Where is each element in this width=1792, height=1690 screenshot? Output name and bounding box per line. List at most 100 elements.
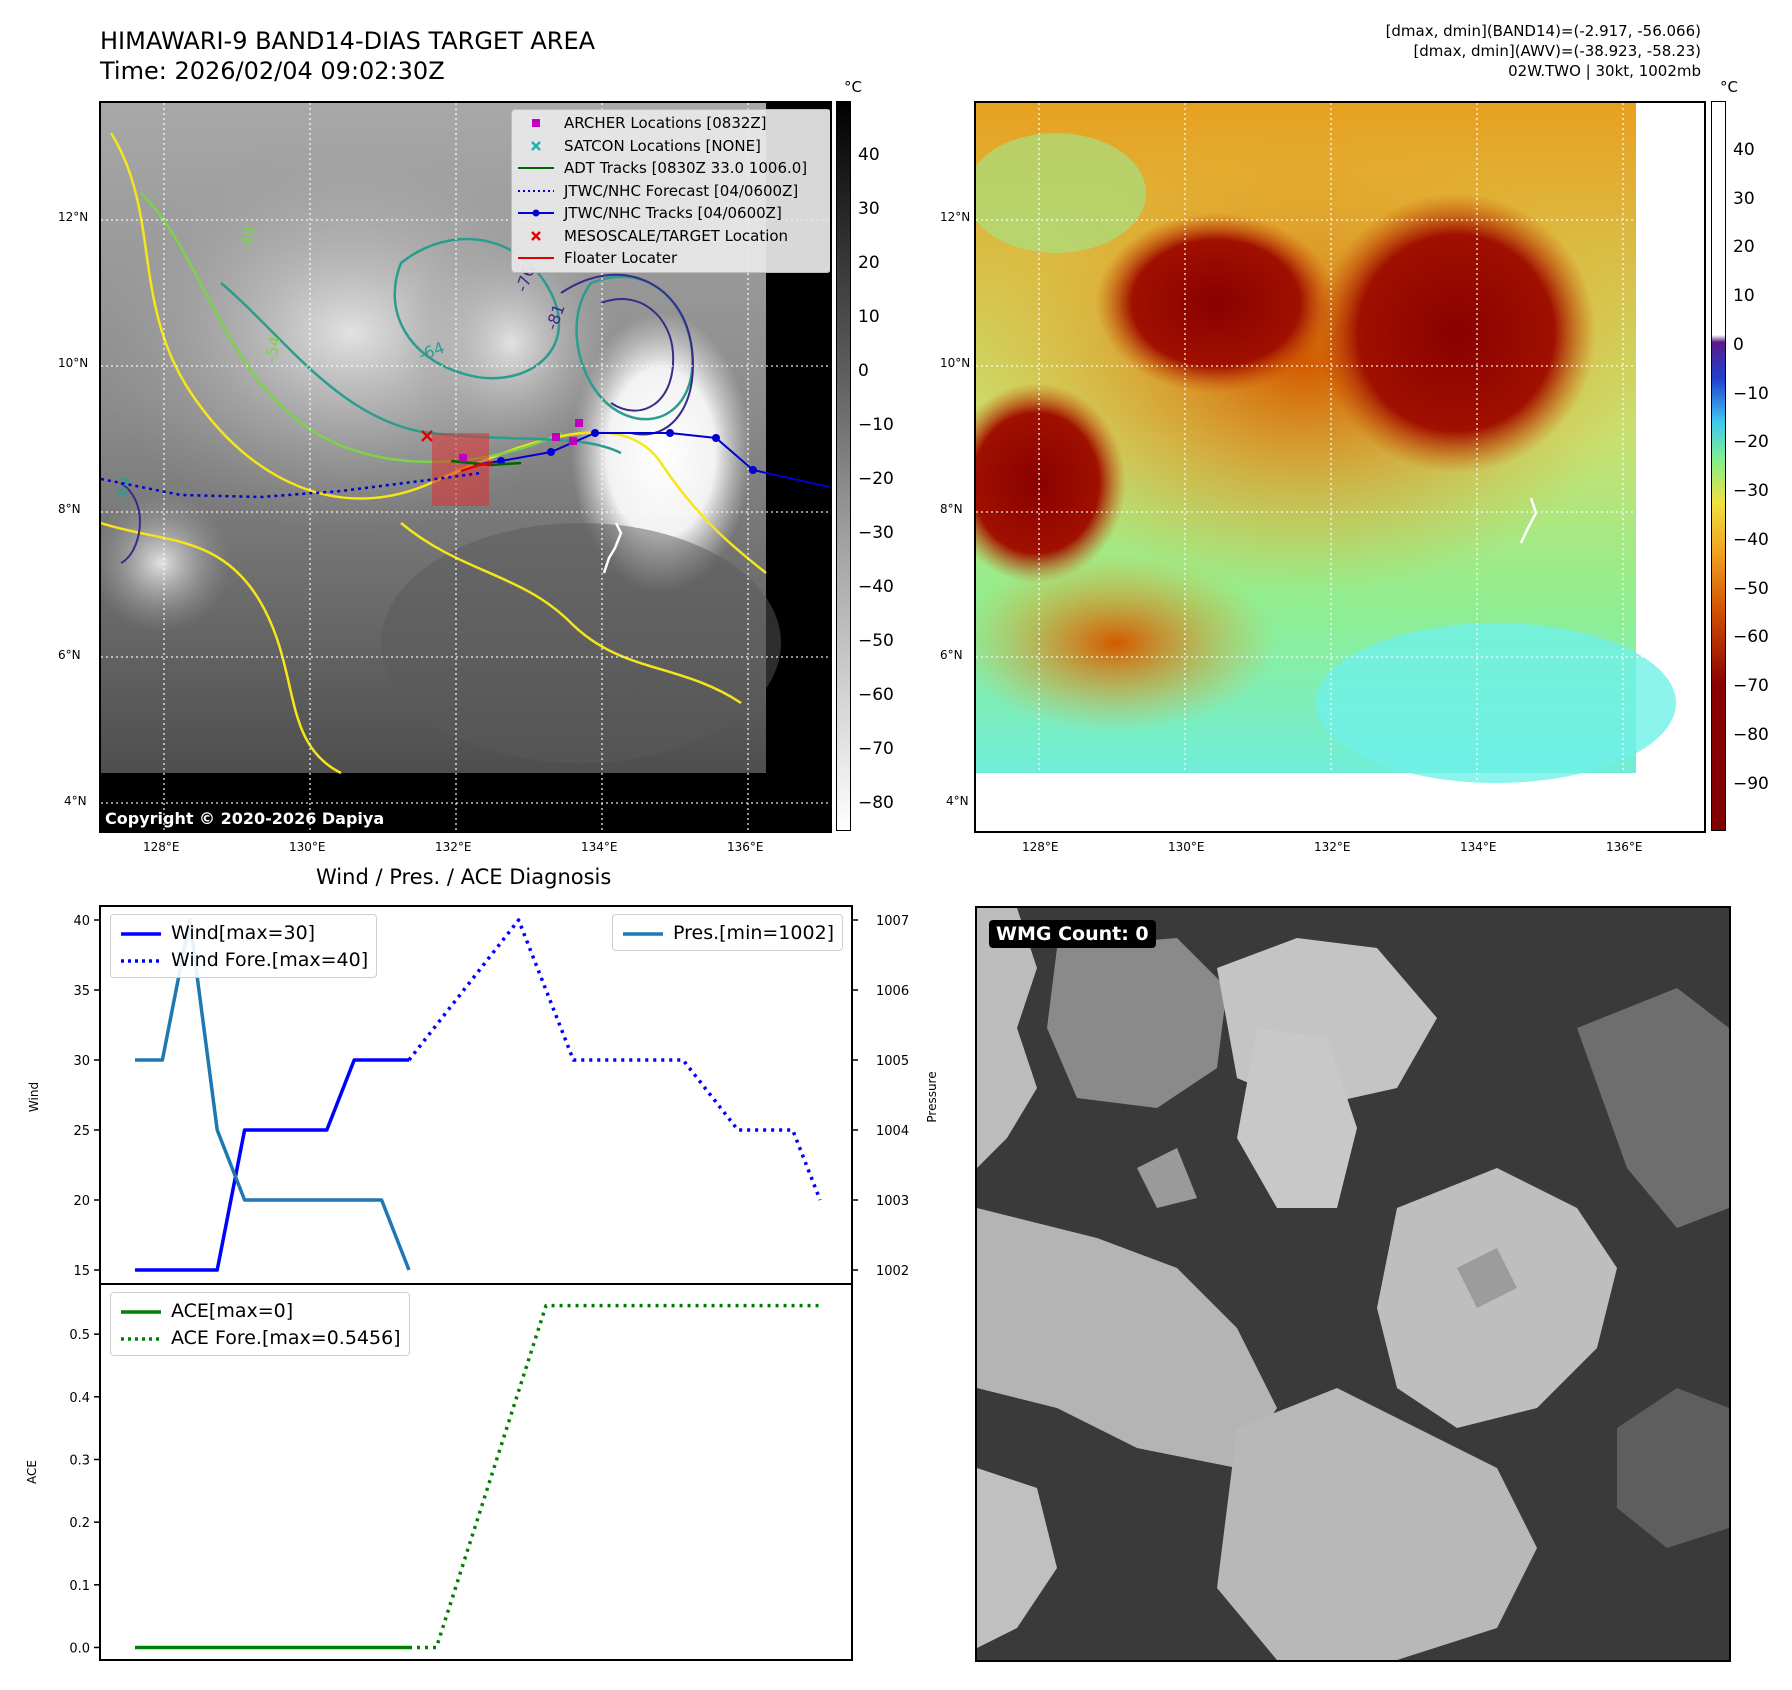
colorbar-tick: −80: [858, 793, 894, 813]
contour-label: -54: [261, 335, 284, 364]
wmg-panel: WMG Count: 0: [975, 906, 1731, 1662]
legend-label: SATCON Locations [NONE]: [564, 136, 761, 155]
ace-ylabel: ACE: [25, 1460, 39, 1484]
diag-title: Wind / Pres. / ACE Diagnosis: [316, 865, 612, 889]
wmg-image: [977, 908, 1729, 1660]
ace-legend: ACE[max=0] ACE Fore.[max=0.5456]: [110, 1292, 410, 1356]
ace-tick-label: 0.2: [69, 1516, 90, 1531]
floater-locater-line: [460, 461, 494, 473]
ace-tick-label: 0.0: [69, 1641, 90, 1656]
info-line-1: [dmax, dmin](BAND14)=(-2.917, -56.066): [1385, 22, 1701, 40]
ace-tick-label: 0.1: [69, 1579, 90, 1594]
colorbar-tick: 20: [858, 253, 880, 273]
legend-item-pres: Pres.[min=1002]: [621, 919, 834, 946]
wmg-count-badge: WMG Count: 0: [989, 920, 1156, 948]
pres-tick-label: 1005: [876, 1054, 909, 1069]
colorbar-tick: −70: [1733, 676, 1769, 696]
series-line-wind: [135, 1058, 409, 1272]
legend-item-mesoscale: MESOSCALE/TARGET Location: [516, 225, 826, 248]
colorbar-tick: −80: [1733, 725, 1769, 745]
series-line-ace-fore: [409, 1303, 821, 1650]
mesoscale-target-location: [421, 430, 433, 442]
contour-label: -49: [236, 225, 259, 254]
floater-locater-box: [432, 433, 489, 506]
wind-tick-label: 35: [73, 984, 90, 999]
wind-tick-label: 40: [73, 914, 90, 929]
wind-ylabel: Wind: [27, 1082, 41, 1112]
colorbar-tick: 0: [1733, 335, 1744, 355]
pres-ylabel: Pressure: [925, 1071, 939, 1122]
colorbar-tick: −70: [858, 739, 894, 759]
legend-item-ace-fore: ACE Fore.[max=0.5456]: [119, 1324, 401, 1351]
pres-tick-label: 1004: [876, 1124, 909, 1139]
colorbar-tick: −20: [858, 469, 894, 489]
pres-tick-label: 1007: [876, 914, 909, 929]
right-colorbar-unit: °C: [1720, 78, 1738, 96]
legend-label: MESOSCALE/TARGET Location: [564, 226, 789, 245]
legend-label: Wind[max=30]: [171, 921, 316, 944]
colorbar-tick: 40: [858, 145, 880, 165]
legend-label: ACE Fore.[max=0.5456]: [171, 1326, 401, 1349]
legend-item-jtwc-tracks: JTWC/NHC Tracks [04/0600Z]: [516, 202, 826, 225]
colorbar-tick: −60: [858, 685, 894, 705]
legend-label: Wind Fore.[max=40]: [171, 948, 369, 971]
legend-item-archer: ARCHER Locations [0832Z]: [516, 112, 826, 135]
legend-label: Floater Locater: [564, 249, 678, 268]
legend-item-adt: ADT Tracks [0830Z 33.0 1006.0]: [516, 157, 826, 180]
legend-item-jtwc-forecast: JTWC/NHC Forecast [04/0600Z]: [516, 180, 826, 203]
map-legend: ARCHER Locations [0832Z] SATCON Location…: [511, 109, 830, 273]
left-colorbar: [836, 101, 851, 831]
pres-tick-label: 1003: [876, 1194, 909, 1209]
right-colorbar: [1711, 101, 1726, 831]
legend-label: JTWC/NHC Forecast [04/0600Z]: [564, 181, 799, 200]
awv-map-panel: [974, 101, 1706, 833]
colorbar-tick: −20: [1733, 432, 1769, 452]
pres-tick-label: 1002: [876, 1264, 909, 1279]
colorbar-tick: −60: [1733, 627, 1769, 647]
colorbar-tick: −40: [1733, 530, 1769, 550]
legend-label: Pres.[min=1002]: [673, 921, 835, 944]
wind-tick-label: 15: [73, 1264, 90, 1279]
info-line-2: [dmax, dmin](AWV)=(-38.923, -58.23): [1413, 42, 1701, 60]
colorbar-tick: −40: [858, 577, 894, 597]
ace-axes-frame: [99, 1283, 853, 1661]
ace-tick-label: 0.4: [69, 1391, 90, 1406]
ace-tick-label: 0.3: [69, 1453, 90, 1468]
colorbar-tick: −50: [1733, 579, 1769, 599]
jtwc-track: [473, 432, 830, 488]
colorbar-tick: 10: [1733, 286, 1755, 306]
awv-map: [976, 103, 1704, 831]
ace-tick-label: 0.5: [69, 1328, 90, 1343]
colorbar-tick: 40: [1733, 140, 1755, 160]
adt-track: [450, 459, 522, 467]
legend-label: ARCHER Locations [0832Z]: [564, 114, 767, 133]
legend-item-floater: Floater Locater: [516, 247, 826, 270]
wind-tick-label: 25: [73, 1124, 90, 1139]
legend-item-ace: ACE[max=0]: [119, 1297, 401, 1324]
colorbar-tick: −50: [858, 631, 894, 651]
colorbar-tick: 10: [858, 307, 880, 327]
archer-locations: [459, 419, 583, 462]
colorbar-tick: 30: [858, 199, 880, 219]
legend-label: ADT Tracks [0830Z 33.0 1006.0]: [564, 159, 808, 178]
legend-label: JTWC/NHC Tracks [04/0600Z]: [564, 204, 782, 223]
series-line-wind-fore: [407, 918, 822, 1201]
colorbar-tick: −90: [1733, 774, 1769, 794]
band14-map-panel: -76 -81 -64 -54 -49 -64: [99, 101, 832, 833]
pres-tick-label: 1006: [876, 984, 909, 999]
wind-tick-label: 20: [73, 1194, 90, 1209]
colorbar-tick: −10: [858, 415, 894, 435]
map-gridlines: [976, 103, 1704, 831]
colorbar-tick: −30: [1733, 481, 1769, 501]
colorbar-tick: 0: [858, 361, 869, 381]
colorbar-tick: −30: [858, 523, 894, 543]
page-title: HIMAWARI-9 BAND14-DIAS TARGET AREA: [100, 27, 596, 55]
pres-legend: Pres.[min=1002]: [612, 914, 844, 951]
left-colorbar-unit: °C: [844, 78, 862, 96]
legend-item-wind-fore: Wind Fore.[max=40]: [119, 946, 368, 973]
copyright-text: Copyright © 2020-2026 Dapiya: [105, 809, 385, 828]
colorbar-tick: −10: [1733, 384, 1769, 404]
info-line-3: 02W.TWO | 30kt, 1002mb: [1508, 62, 1701, 80]
time-label: Time: 2026/02/04 09:02:30Z: [100, 57, 445, 85]
